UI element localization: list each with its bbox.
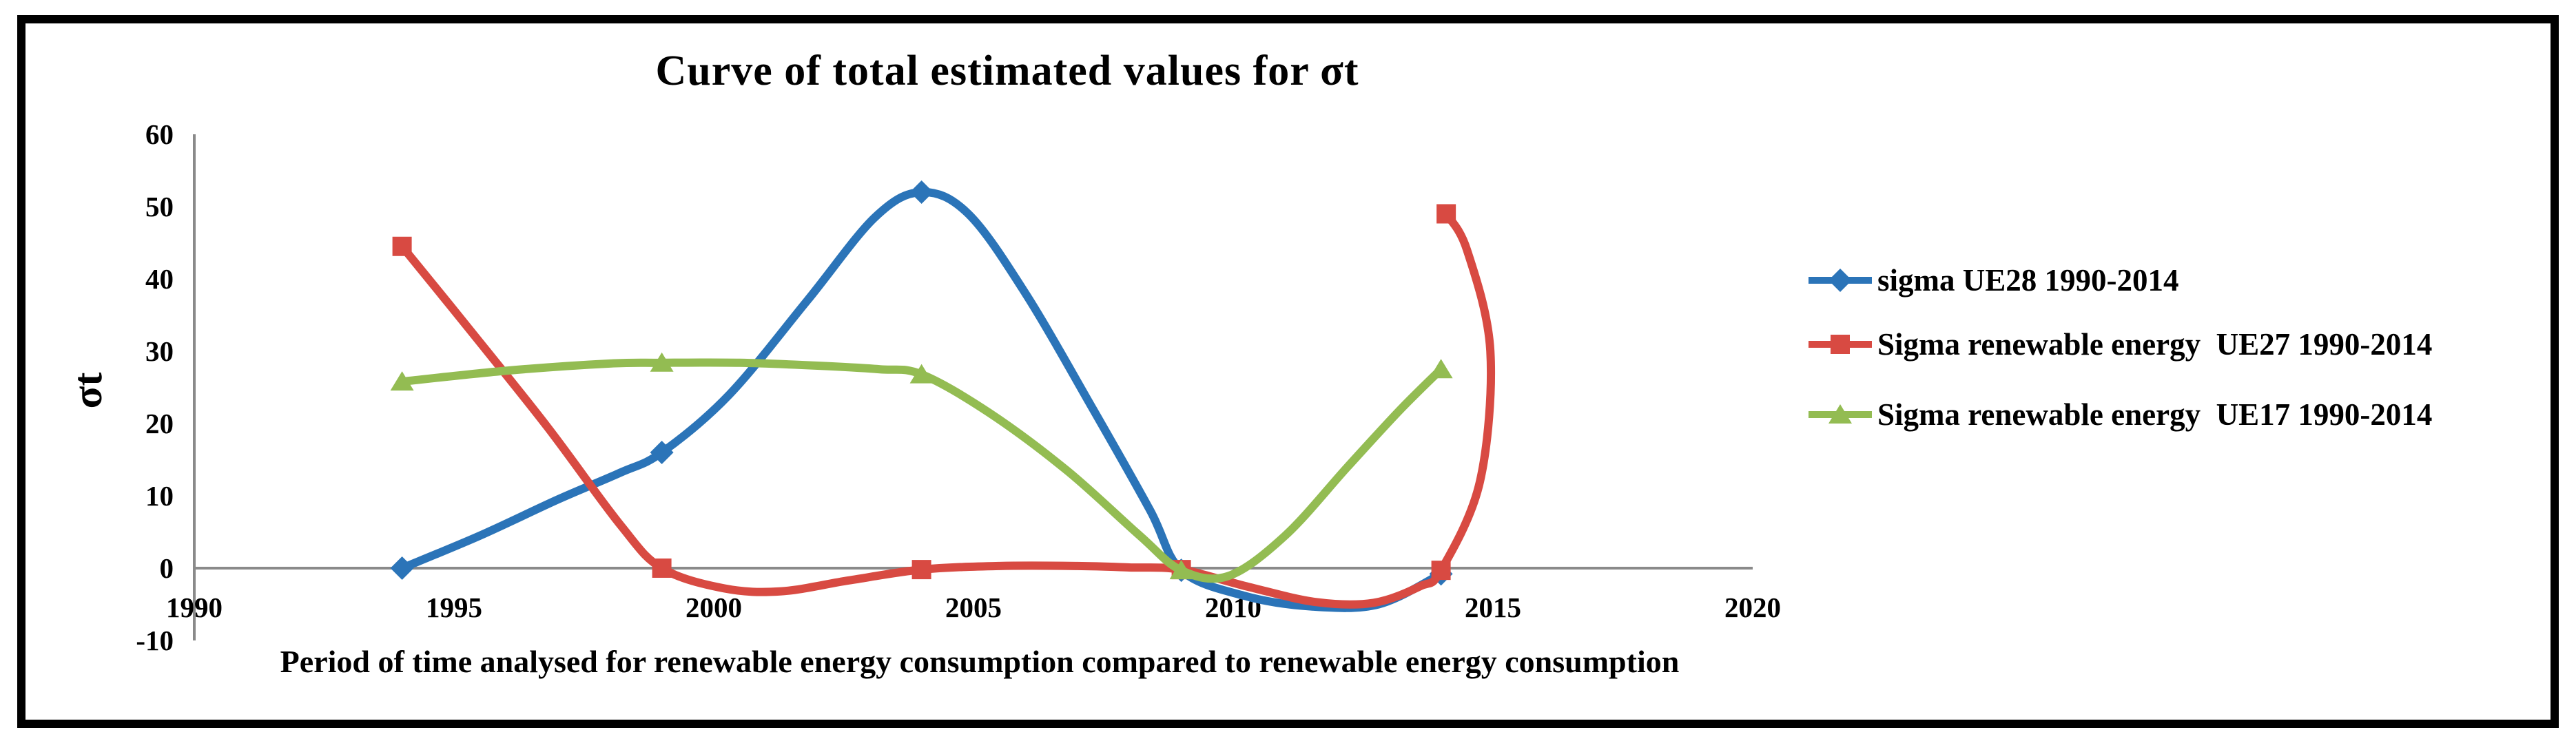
diamond-marker-icon — [909, 180, 934, 204]
x-tick-label: 2015 — [1465, 592, 1521, 623]
x-tick-label: 2000 — [686, 592, 742, 623]
x-axis-title: Period of time analysed for renewable en… — [280, 644, 1680, 679]
x-tick-label: 1990 — [166, 592, 223, 623]
series-ue28 — [390, 180, 1453, 612]
triangle-marker-icon — [1809, 404, 1872, 424]
legend-label: sigma UE28 1990-2014 — [1877, 263, 2179, 298]
legend-item-ue27: Sigma renewable energy UE27 1990-2014 — [1809, 325, 2432, 364]
square-marker-icon — [1431, 561, 1451, 581]
y-tick-label: 0 — [160, 552, 174, 584]
diamond-marker-icon — [650, 441, 674, 464]
y-tick-label: 40 — [145, 263, 174, 295]
triangle-marker-icon — [1828, 404, 1852, 424]
series-ue17 — [390, 352, 1453, 583]
legend-label: Sigma renewable energy UE17 1990-2014 — [1877, 397, 2433, 432]
legend-label: Sigma renewable energy UE27 1990-2014 — [1877, 327, 2433, 362]
figure-frame — [17, 15, 2559, 728]
triangle-marker-icon — [650, 352, 674, 372]
y-tick-label: -10 — [136, 625, 174, 656]
triangle-marker-icon — [1169, 560, 1193, 580]
series-ue27 — [392, 204, 1496, 609]
triangle-marker-icon — [909, 364, 934, 384]
y-axis-title: σt — [64, 372, 110, 409]
diamond-marker-icon — [1828, 269, 1852, 292]
square-marker-icon — [392, 236, 412, 256]
series-line — [398, 358, 1445, 583]
y-tick-label: 50 — [145, 191, 174, 222]
chart-title: Curve of total estimated values for σt — [655, 48, 1359, 94]
x-tick-label: 2020 — [1724, 592, 1781, 623]
square-marker-icon — [652, 559, 672, 578]
diamond-marker-icon — [1809, 269, 1872, 292]
series-line — [398, 187, 1445, 612]
series-line — [398, 209, 1496, 609]
triangle-marker-icon — [390, 371, 414, 391]
diamond-marker-icon — [390, 556, 414, 580]
square-marker-icon — [1436, 204, 1456, 224]
y-tick-label: 10 — [145, 480, 174, 512]
legend-item-ue17: Sigma renewable energy UE17 1990-2014 — [1809, 395, 2432, 434]
triangle-marker-icon — [1429, 359, 1453, 379]
square-marker-icon — [1809, 335, 1872, 354]
y-tick-label: 60 — [145, 118, 174, 150]
square-marker-icon — [911, 560, 931, 580]
legend-item-ue28: sigma UE28 1990-2014 — [1809, 261, 2179, 300]
x-tick-label: 2005 — [945, 592, 1002, 623]
y-tick-label: 20 — [145, 408, 174, 439]
x-tick-label: 1995 — [426, 592, 482, 623]
y-tick-label: 30 — [145, 335, 174, 367]
square-marker-icon — [1831, 335, 1850, 354]
